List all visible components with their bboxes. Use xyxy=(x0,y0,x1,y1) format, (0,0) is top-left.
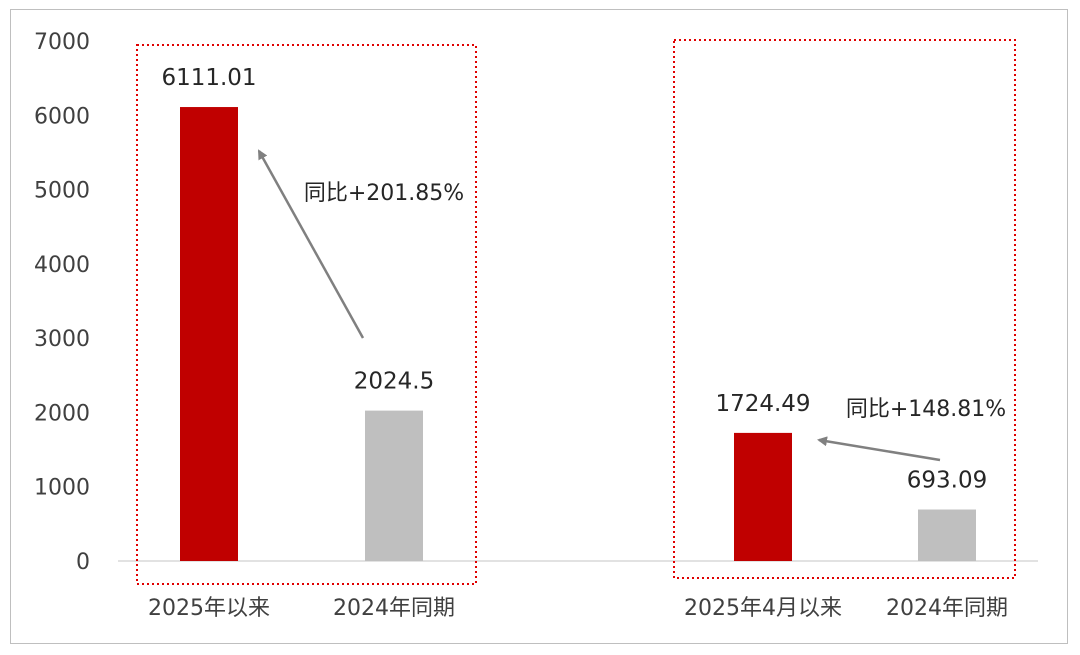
x-category-label: 2025年4月以来 xyxy=(684,596,842,621)
y-axis: 0 1000 2000 3000 4000 5000 6000 7000 xyxy=(34,30,90,575)
yoy-annotation: 同比+148.81% xyxy=(846,397,1006,422)
y-tick-label: 4000 xyxy=(34,253,90,278)
x-category-label: 2024年同期 xyxy=(886,596,1008,621)
y-tick-label: 3000 xyxy=(34,327,90,352)
bar xyxy=(734,432,792,561)
value-labels: 6111.01 2024.5 1724.49 693.09 xyxy=(161,65,987,493)
y-tick-label: 6000 xyxy=(34,104,90,129)
x-category-label: 2024年同期 xyxy=(333,596,455,621)
yoy-arrow xyxy=(817,436,941,462)
group-highlight-box xyxy=(673,39,1016,579)
group-boxes xyxy=(136,39,1016,585)
group-highlight-box xyxy=(136,44,477,585)
bar-value-label: 1724.49 xyxy=(715,391,810,417)
y-tick-label: 5000 xyxy=(34,179,90,204)
y-tick-label: 0 xyxy=(76,550,90,575)
yoy-annotation: 同比+201.85% xyxy=(304,181,464,206)
bar xyxy=(180,107,238,562)
x-axis-labels: 2025年以来 2024年同期 2025年4月以来 2024年同期 xyxy=(148,596,1008,621)
bar-value-label: 2024.5 xyxy=(354,369,434,395)
bars xyxy=(180,107,976,562)
bar xyxy=(365,410,423,561)
bar-value-label: 6111.01 xyxy=(161,65,256,91)
y-tick-label: 1000 xyxy=(34,476,90,501)
x-category-label: 2025年以来 xyxy=(148,596,270,621)
bar-value-label: 693.09 xyxy=(907,468,987,494)
y-tick-label: 7000 xyxy=(34,30,90,55)
bar xyxy=(918,509,976,561)
y-tick-label: 2000 xyxy=(34,401,90,426)
yoy-arrow xyxy=(257,149,365,339)
yoy-arrows: 同比+201.85% 同比+148.81% xyxy=(257,149,1006,462)
